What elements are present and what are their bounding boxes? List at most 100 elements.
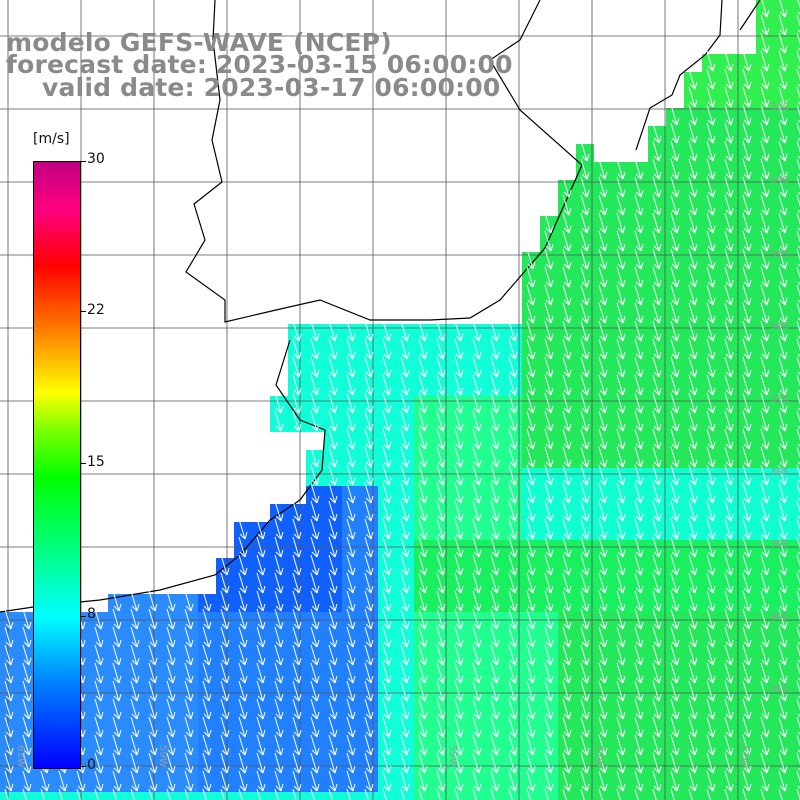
wind-arrow xyxy=(544,554,554,576)
wind-arrow xyxy=(382,482,392,504)
wind-arrow xyxy=(400,536,410,558)
wind-arrow xyxy=(598,626,608,648)
wind-arrow xyxy=(598,302,608,324)
wind-arrow xyxy=(562,302,572,324)
wind-arrow xyxy=(328,392,338,414)
wind-arrow xyxy=(760,68,770,90)
wind-arrow xyxy=(382,374,392,396)
wind-arrow xyxy=(742,680,752,702)
wind-arrow xyxy=(508,572,518,594)
wind-speed-cell xyxy=(684,792,702,800)
wind-arrow xyxy=(364,716,374,738)
wind-arrow xyxy=(112,644,122,666)
wind-arrow xyxy=(652,590,662,612)
wind-arrow xyxy=(580,212,590,234)
wind-arrow xyxy=(256,716,266,738)
wind-arrow xyxy=(328,752,338,774)
wind-arrow xyxy=(688,698,698,720)
wind-arrow xyxy=(4,644,14,666)
wind-arrow xyxy=(796,482,800,501)
wind-arrow xyxy=(724,788,729,800)
wind-arrow xyxy=(490,716,500,738)
wind-arrow xyxy=(724,752,734,774)
wind-arrow xyxy=(706,158,716,180)
wind-arrow xyxy=(328,518,338,540)
wind-speed-cell xyxy=(774,792,792,800)
wind-arrow xyxy=(256,554,266,576)
colorbar-tick xyxy=(80,161,86,162)
wind-arrow xyxy=(526,536,536,558)
wind-arrow xyxy=(382,644,392,666)
wind-arrow xyxy=(724,536,734,558)
wind-arrow xyxy=(634,554,644,576)
wind-arrow xyxy=(742,608,752,630)
wind-arrow xyxy=(688,212,698,234)
wind-arrow xyxy=(562,662,572,684)
wind-arrow xyxy=(382,320,392,342)
wind-arrow xyxy=(490,392,500,414)
wind-arrow xyxy=(688,176,698,198)
wind-arrow xyxy=(346,410,356,432)
wind-arrow xyxy=(580,320,590,342)
wind-speed-cell xyxy=(792,126,800,144)
wind-arrow xyxy=(256,752,266,774)
wind-arrow xyxy=(580,464,590,486)
wind-arrow xyxy=(652,554,662,576)
wind-arrow xyxy=(166,698,176,720)
wind-arrow xyxy=(634,410,644,432)
wind-arrow xyxy=(490,770,500,792)
wind-arrow xyxy=(490,482,500,504)
wind-arrow xyxy=(670,140,680,162)
wind-arrow xyxy=(526,392,536,414)
wind-arrow xyxy=(634,356,644,378)
wind-arrow xyxy=(652,626,662,648)
wind-arrow xyxy=(274,572,284,594)
wind-arrow xyxy=(526,338,536,360)
wind-arrow xyxy=(436,320,446,342)
wind-arrow xyxy=(580,158,590,180)
wind-arrow xyxy=(706,122,716,144)
wind-arrow xyxy=(652,446,662,468)
wind-arrow xyxy=(778,680,788,702)
wind-arrow xyxy=(436,410,446,432)
wind-speed-cell xyxy=(54,792,72,800)
wind-arrow xyxy=(526,500,536,522)
wind-speed-cell xyxy=(558,792,576,800)
wind-arrow xyxy=(436,608,446,630)
wind-arrow xyxy=(544,212,554,234)
coastline-path xyxy=(185,0,583,323)
wind-arrow xyxy=(454,320,464,342)
wind-arrow xyxy=(670,536,680,558)
longitude-label: 61W xyxy=(15,745,26,768)
wind-arrow xyxy=(688,644,698,666)
wind-arrow xyxy=(490,518,500,540)
wind-arrow xyxy=(418,662,428,684)
wind-arrow xyxy=(760,338,770,360)
wind-arrow xyxy=(508,410,518,432)
wind-arrow xyxy=(382,446,392,468)
wind-arrow xyxy=(526,518,536,540)
wind-arrow xyxy=(346,716,356,738)
wind-arrow xyxy=(4,788,9,800)
wind-arrow xyxy=(346,788,351,800)
wind-arrow xyxy=(418,788,423,800)
wind-speed-cell xyxy=(792,630,800,648)
latitude-label: 37S xyxy=(770,394,789,405)
wind-arrow xyxy=(400,608,410,630)
wind-arrow xyxy=(436,500,446,522)
wind-arrow xyxy=(292,572,302,594)
wind-arrow xyxy=(364,392,374,414)
wind-arrow xyxy=(598,212,608,234)
wind-arrow xyxy=(760,104,770,126)
wind-arrow xyxy=(508,446,518,468)
wind-arrow xyxy=(400,626,410,648)
wind-arrow xyxy=(274,698,284,720)
wind-arrow xyxy=(670,626,680,648)
wind-arrows xyxy=(4,0,800,800)
wind-arrow xyxy=(562,680,572,702)
wind-arrow xyxy=(562,410,572,432)
wind-arrow xyxy=(598,410,608,432)
wind-arrow xyxy=(760,194,770,216)
wind-arrow xyxy=(346,734,356,756)
wind-arrow xyxy=(706,680,716,702)
